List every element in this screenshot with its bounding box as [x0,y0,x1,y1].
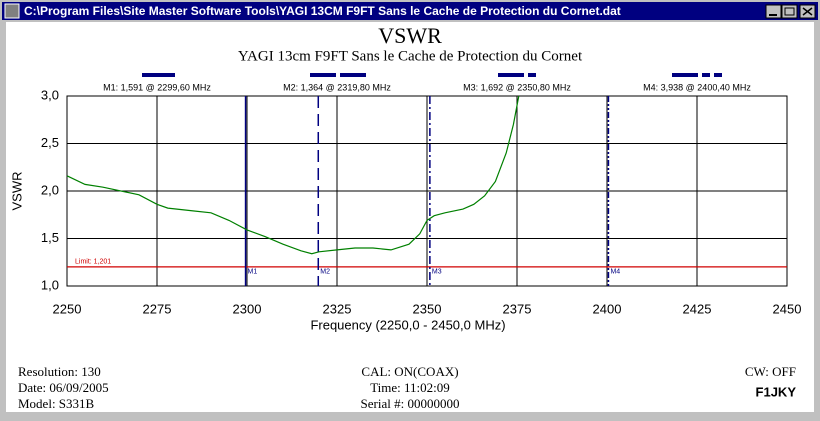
marker-label: M3: 1,692 @ 2350,80 MHz [463,82,571,92]
x-tick-label: 2375 [503,301,532,316]
y-tick-label: 2,5 [41,135,59,150]
marker-label: M1: 1,591 @ 2299,60 MHz [103,82,211,92]
maximize-button[interactable] [781,4,798,19]
marker-label: M4: 3,938 @ 2400,40 MHz [643,82,751,92]
marker-tag: M4 [610,269,620,276]
window-title: C:\Program Files\Site Master Software To… [24,4,621,18]
vswr-line [66,95,520,255]
x-tick-label: 2400 [593,301,622,316]
date: Date: 06/09/2005 [18,380,109,395]
x-axis-label: Frequency (2250,0 - 2450,0 MHz) [310,317,505,332]
y-tick-label: 1,0 [41,277,59,292]
callsign: F1JKY [756,384,797,399]
app-icon [4,3,20,19]
chart-title: VSWR [378,23,442,48]
cal: CAL: ON(COAX) [361,364,458,379]
minimize-button[interactable] [765,4,782,19]
model: Model: S331B [18,396,95,411]
window-buttons [765,4,816,19]
limit-label: Limit: 1,201 [75,259,111,266]
marker-tag: M3 [432,269,442,276]
x-tick-label: 2325 [323,301,352,316]
x-tick-label: 2250 [53,301,82,316]
marker-tag: M2 [320,269,330,276]
marker-bars [142,73,722,77]
cw: CW: OFF [745,364,796,379]
y-tick-label: 2,0 [41,182,59,197]
time: Time: 11:02:09 [370,380,450,395]
marker-tag: M1 [248,269,258,276]
y-axis-label: VSWR [9,172,24,211]
y-tick-label: 1,5 [41,230,59,245]
marker-label: M2: 1,364 @ 2319,80 MHz [283,82,391,92]
x-tick-label: 2425 [683,301,712,316]
x-tick-label: 2275 [143,301,172,316]
footer: Resolution: 130 Date: 06/09/2005 Model: … [18,364,796,411]
chart-subtitle: YAGI 13cm F9FT Sans le Cache de Protecti… [238,48,583,64]
serial: Serial #: 00000000 [361,396,460,411]
title-bar [2,2,818,20]
x-tick-label: 2300 [233,301,262,316]
y-tick-label: 3,0 [41,87,59,102]
x-tick-label: 2450 [773,301,802,316]
resolution: Resolution: 130 [18,364,101,379]
x-tick-label: 2350 [413,301,442,316]
